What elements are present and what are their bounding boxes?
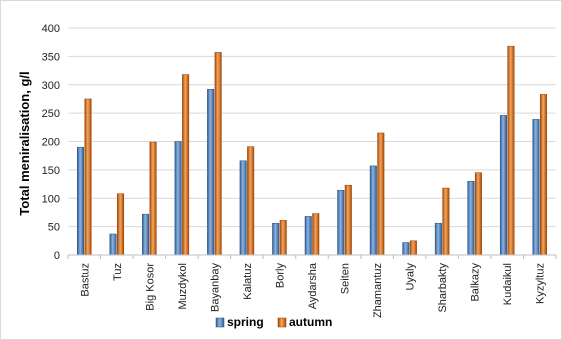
bar-autumn: [214, 52, 222, 256]
axes: 0 50 100 150 200 250 300 350 400 Bastuz Tuz Big Kos…: [42, 23, 557, 318]
x-tick-label: Kalatuz: [242, 263, 254, 300]
y-tick-label: 100: [42, 193, 60, 205]
bar-spring: [337, 190, 345, 256]
x-tick-label: Kyzyltuz: [535, 263, 547, 304]
bar-autumn: [84, 98, 92, 256]
bar-autumn: [344, 184, 352, 256]
bar-spring: [109, 233, 117, 256]
legend-swatch-spring: [215, 317, 225, 328]
bar-autumn: [247, 146, 255, 256]
y-tick-label: 200: [42, 137, 60, 149]
bar-autumn: [474, 172, 482, 256]
x-tick-label: Uyaly: [405, 263, 417, 291]
bar-spring: [207, 89, 215, 256]
bar-spring: [369, 165, 377, 256]
x-tick-label: Muzdykol: [177, 263, 189, 309]
y-tick-label: 350: [42, 51, 60, 63]
legend-label-autumn: autumn: [289, 315, 332, 329]
y-tick-label: 300: [42, 80, 60, 92]
x-tick-label: Tuz: [112, 263, 124, 281]
x-tick-label: Aydarsha: [307, 262, 319, 309]
bar-spring: [402, 242, 410, 256]
bar-spring: [174, 141, 182, 256]
x-tick-label: Bayanbay: [209, 263, 221, 312]
y-tick-label: 0: [54, 250, 60, 262]
bar-spring: [239, 160, 247, 256]
x-tick-label: Kudaikul: [502, 263, 514, 305]
bar-spring: [532, 119, 540, 256]
bar-autumn: [312, 213, 320, 256]
bar-autumn: [442, 187, 450, 256]
y-tick-label: 50: [48, 222, 60, 234]
bar-autumn: [279, 220, 287, 256]
legend-label-spring: spring: [227, 315, 264, 329]
x-tick-label: Big Kosor: [144, 263, 156, 311]
bar-spring: [77, 146, 85, 256]
bar-spring: [142, 213, 150, 256]
grid-lines: [68, 27, 556, 228]
bar-autumn: [409, 240, 417, 256]
bar-autumn: [117, 193, 125, 256]
legend: spring autumn: [215, 315, 332, 329]
y-tick-label: 150: [42, 165, 60, 177]
bar-spring: [434, 222, 442, 256]
bar-spring: [499, 115, 507, 256]
bar-autumn: [539, 94, 547, 256]
y-axis-label: Total meniralisation, g/l: [17, 71, 32, 215]
bar-autumn: [507, 45, 515, 256]
x-tick-label: Sharbakty: [437, 263, 449, 313]
x-tick-label: Zhamantuz: [372, 263, 384, 318]
bar-autumn: [182, 74, 190, 256]
x-tick-label: Borly: [274, 263, 286, 289]
x-tick-label: Seiten: [340, 263, 352, 294]
bars: [77, 45, 547, 256]
y-tick-label: 400: [42, 23, 60, 35]
x-tick-label: Balkazy: [470, 263, 482, 302]
bar-autumn: [377, 132, 385, 256]
bar-spring: [304, 216, 312, 256]
x-tick-label: Bastuz: [79, 263, 91, 297]
bar-autumn: [149, 141, 157, 256]
legend-swatch-autumn: [277, 317, 287, 328]
y-tick-label: 250: [42, 108, 60, 120]
bar-spring: [272, 222, 280, 256]
bar-spring: [467, 180, 475, 256]
